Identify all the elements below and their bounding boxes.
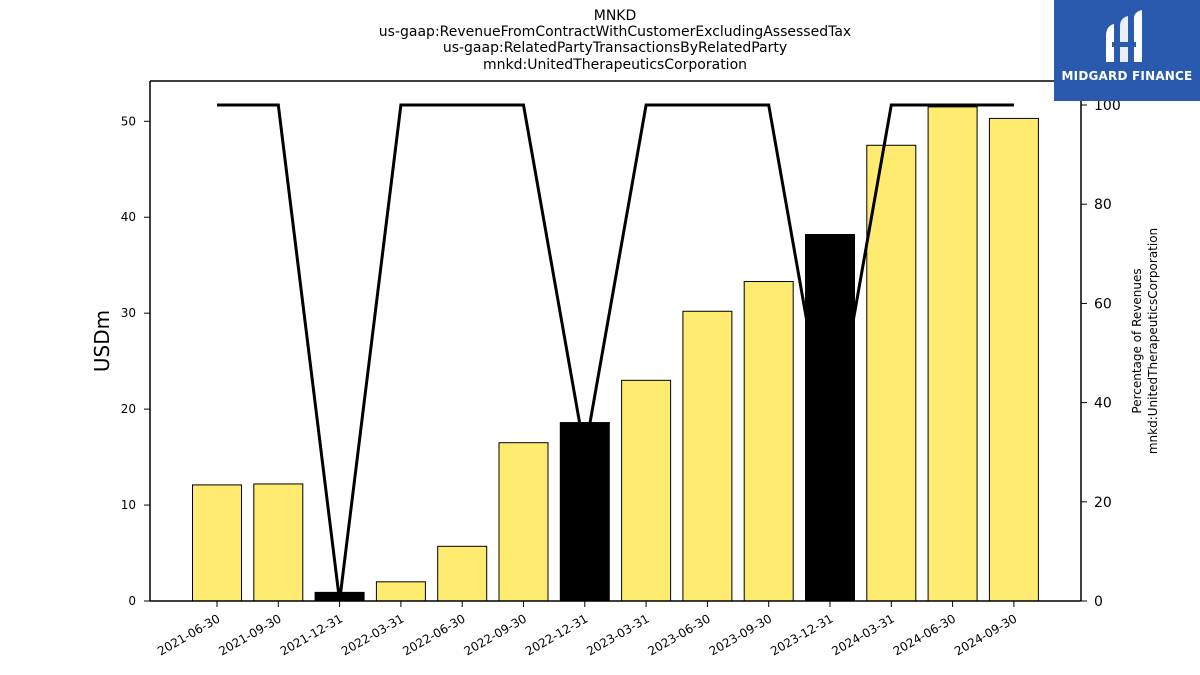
bar-2021-09-30 [253,483,304,602]
bar-2024-06-30 [927,106,978,602]
bar-2024-03-31 [866,144,917,602]
y-right-tick-label: 20 [1094,495,1112,511]
x-tick-label: 2022-06-30 [400,611,467,658]
bar-series [192,106,1039,602]
x-tick-label: 2021-06-30 [155,611,222,658]
y-right-tick-label: 0 [1094,594,1103,610]
x-tick-label: 2022-09-30 [462,611,529,658]
bar-2022-12-31 [559,422,610,602]
x-tick-label: 2021-09-30 [216,611,283,658]
chart-title: MNKD us-gaap:RevenueFromContractWithCust… [379,8,851,73]
x-tick-label: 2023-09-30 [707,611,774,658]
y-tick-label: 20 [121,402,136,416]
title-line-2: us-gaap:RevenueFromContractWithCustomerE… [379,24,851,40]
x-tick-label: 2023-12-31 [768,611,835,658]
y-axis-left: 0 10 20 30 40 50 [121,114,150,608]
y-tick-label: 50 [121,114,136,128]
title-line-1: MNKD [594,8,637,24]
axes [149,80,1082,602]
bar-2023-03-31 [621,379,672,602]
y-tick-label: 40 [121,210,136,224]
y-right-tick-label: 40 [1094,396,1112,412]
y-right-tick-label: 60 [1094,296,1112,312]
midgard-finance-logo: MIDGARD FINANCE [1054,0,1200,101]
bar-2022-09-30 [498,442,549,602]
x-tick-label: 2024-03-31 [829,611,896,658]
y-axis-label: USDm [90,310,114,372]
logo-text: MIDGARD FINANCE [1061,69,1193,83]
title-line-4: mnkd:UnitedTherapeuticsCorporation [483,57,747,73]
y-axis-right-label-line-1: Percentage of Revenues [1130,268,1144,413]
logo-mark-icon [1106,10,1142,62]
bar-2021-06-30 [192,484,242,602]
y-right-tick-label: 80 [1094,197,1112,213]
x-tick-label: 2022-12-31 [523,611,590,658]
percentage-line [217,103,1014,602]
y-right-tick-label: 100 [1094,98,1121,114]
bar-2023-06-30 [682,310,733,602]
y-tick-label: 30 [121,306,136,320]
bar-2024-09-30 [988,117,1039,602]
y-axis-right-label-line-2: mnkd:UnitedTherapeuticsCorporation [1146,228,1160,454]
bar-2022-06-30 [437,545,488,602]
title-line-3: us-gaap:RelatedPartyTransactionsByRelate… [443,40,787,56]
bar-2022-03-31 [375,581,426,602]
bar-2023-12-31 [805,234,855,602]
x-tick-label: 2021-12-31 [278,611,345,658]
x-tick-label: 2024-09-30 [952,611,1019,658]
x-tick-label: 2023-06-30 [645,611,712,658]
bar-2023-09-30 [743,281,794,602]
x-tick-label: 2022-03-31 [339,611,406,658]
y-axis-right: 0 20 40 60 80 100 [1081,98,1121,610]
x-tick-label: 2024-06-30 [891,611,958,658]
x-tick-label: 2023-03-31 [584,611,651,658]
line-series [217,103,1014,602]
y-tick-label: 10 [121,498,136,512]
x-axis: 2021-06-302021-09-302021-12-312022-03-31… [155,601,1019,658]
y-tick-label: 0 [128,594,136,608]
